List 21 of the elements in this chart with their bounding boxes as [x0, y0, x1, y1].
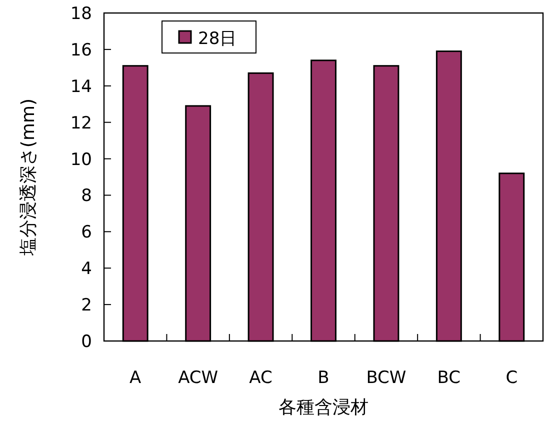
y-tick-label: 14	[70, 76, 92, 97]
legend-label: 28日	[198, 29, 237, 49]
y-tick-label: 8	[81, 186, 92, 206]
legend: 28日	[162, 20, 256, 54]
y-axis-title: 塩分浸透深さ(mm)	[18, 98, 39, 257]
y-tick-label: 2	[81, 296, 92, 316]
x-axis-title: 各種含浸材	[278, 397, 368, 418]
y-tick-label: 10	[70, 150, 92, 170]
y-tick-label: 6	[81, 222, 92, 243]
x-tick-label: A	[130, 368, 142, 388]
x-tick-label: C	[506, 368, 518, 388]
x-tick-label: ACW	[178, 368, 218, 388]
y-tick-label: 0	[81, 332, 92, 352]
x-tick-label: AC	[249, 368, 272, 388]
x-tick-label: BCW	[366, 368, 406, 388]
y-tick-label: 12	[70, 113, 92, 134]
x-tick-label: B	[318, 368, 330, 388]
y-tick-label: 18	[70, 4, 92, 24]
y-tick-label: 16	[70, 40, 92, 60]
x-tick-label: BC	[437, 368, 461, 388]
y-tick-label: 4	[81, 259, 92, 280]
